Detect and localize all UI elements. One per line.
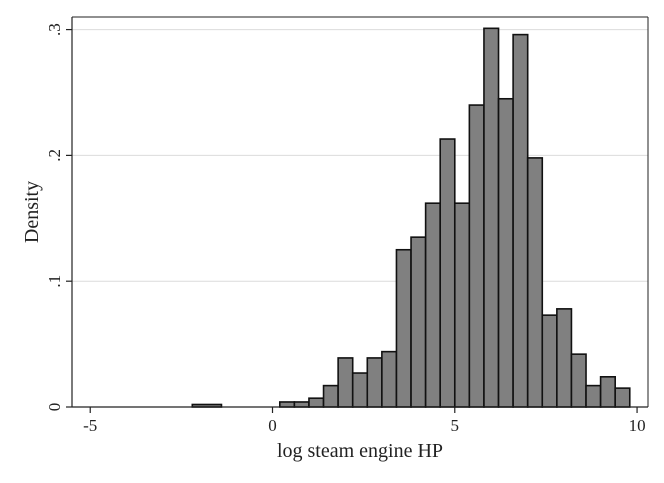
histogram-bar-5 bbox=[337, 357, 354, 408]
histogram-bar-14 bbox=[468, 104, 485, 408]
histogram-bar-18 bbox=[526, 157, 544, 408]
histogram-bars bbox=[191, 27, 631, 408]
histogram-bar-8 bbox=[381, 350, 398, 408]
histogram-bar-9 bbox=[395, 248, 412, 408]
histogram-bar-17 bbox=[512, 33, 529, 408]
x-axis-title: log steam engine HP bbox=[277, 440, 443, 462]
histogram-bar-13 bbox=[453, 202, 471, 408]
x-tick-label-0: -5 bbox=[83, 416, 97, 435]
histogram-bar-11 bbox=[424, 202, 442, 408]
y-axis-ticks: 0 .1 .2 .3 bbox=[45, 23, 72, 411]
x-tick-label-3: 10 bbox=[629, 416, 646, 435]
x-tick-label-2: 5 bbox=[451, 416, 460, 435]
plot-frame bbox=[71, 16, 649, 408]
histogram-bar-24 bbox=[614, 387, 631, 408]
y-tick-label-3: .3 bbox=[45, 23, 64, 36]
histogram-bar-23 bbox=[599, 376, 616, 408]
histogram-bar-16 bbox=[497, 97, 514, 408]
histogram-bar-15 bbox=[483, 27, 500, 408]
histogram-bar-2 bbox=[293, 401, 310, 408]
histogram-bar-20 bbox=[556, 308, 573, 408]
histogram-bar-7 bbox=[366, 357, 383, 408]
histogram-bar-21 bbox=[570, 353, 587, 408]
y-tick-label-2: .2 bbox=[45, 149, 64, 162]
y-tick-label-1: .1 bbox=[45, 275, 64, 288]
histogram-bar-6 bbox=[351, 372, 369, 408]
gridlines bbox=[72, 29, 648, 282]
histogram-bar-3 bbox=[308, 397, 325, 408]
histogram-bar-4 bbox=[322, 384, 339, 408]
histogram-bar-1 bbox=[278, 401, 296, 408]
x-tick-label-1: 0 bbox=[268, 416, 277, 435]
histogram-bar-22 bbox=[585, 384, 602, 408]
histogram-bar-12 bbox=[439, 138, 456, 408]
x-axis-ticks: -5 0 5 10 bbox=[83, 407, 646, 435]
histogram-bar-19 bbox=[541, 314, 558, 408]
y-tick-label-0: 0 bbox=[45, 403, 64, 412]
y-axis-title: Density bbox=[21, 181, 43, 243]
histogram-bar-10 bbox=[410, 236, 427, 408]
